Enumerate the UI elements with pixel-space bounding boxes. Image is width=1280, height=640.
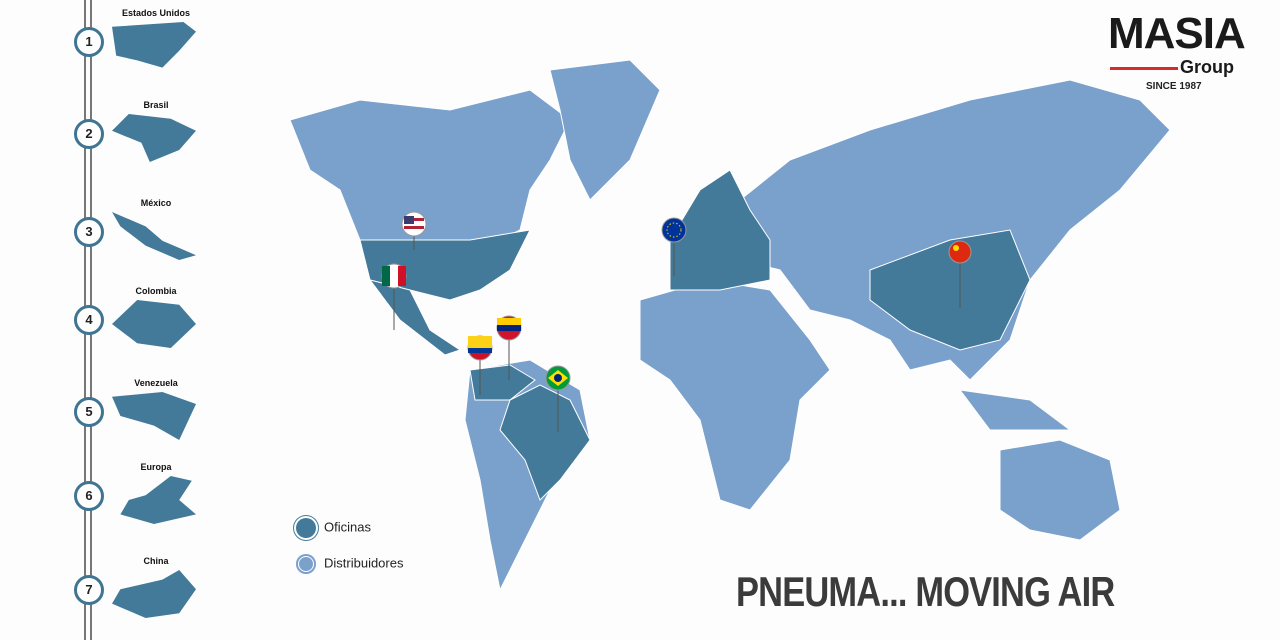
timeline-step-4: 4 bbox=[74, 305, 104, 335]
world-map bbox=[289, 59, 1171, 592]
timeline-step-3: 3 bbox=[74, 217, 104, 247]
country-silhouette bbox=[112, 300, 196, 348]
mexico-pin bbox=[381, 263, 407, 330]
china-pin bbox=[948, 240, 972, 308]
mexico-region bbox=[368, 279, 462, 356]
country-label: Europa bbox=[140, 462, 172, 472]
country-label: Estados Unidos bbox=[121, 8, 190, 18]
timeline-step-2: 2 bbox=[74, 119, 104, 149]
timeline-step-5: 5 bbox=[74, 397, 104, 427]
australia bbox=[999, 439, 1121, 541]
china-region bbox=[869, 229, 1031, 351]
country-label: China bbox=[143, 556, 169, 566]
africa bbox=[639, 279, 831, 511]
logo-name: MASIA bbox=[1108, 9, 1246, 58]
country-silhouette bbox=[112, 22, 196, 68]
country-label: Colombia bbox=[135, 286, 177, 296]
country-silhouette bbox=[112, 114, 196, 162]
brazil-region bbox=[499, 384, 591, 501]
logo-sub: Group bbox=[1180, 57, 1234, 77]
location-pins bbox=[381, 211, 972, 432]
legend-distributors: Distribuidores bbox=[296, 554, 403, 574]
country-label: Venezuela bbox=[134, 378, 178, 388]
colombia-venezuela-region bbox=[469, 364, 536, 401]
country-label: Brasil bbox=[143, 100, 169, 110]
eu-pin bbox=[661, 217, 687, 276]
legend-offices: Oficinas bbox=[296, 518, 371, 538]
eurasia bbox=[739, 79, 1171, 381]
tagline: PNEUMA... MOVING AIR bbox=[736, 568, 1115, 615]
distributors-swatch bbox=[296, 554, 316, 574]
masia-logo: MASIA Group SINCE 1987 bbox=[1108, 12, 1258, 96]
logo-since: SINCE 1987 bbox=[1146, 81, 1202, 92]
southeast-asia bbox=[958, 389, 1072, 431]
timeline-step-7: 7 bbox=[74, 575, 104, 605]
country-label: México bbox=[140, 198, 172, 208]
country-silhouette bbox=[120, 476, 196, 524]
legend-offices-label: Oficinas bbox=[324, 519, 371, 535]
venezuela-pin bbox=[496, 315, 522, 380]
europe-region bbox=[669, 169, 771, 291]
offices-swatch bbox=[296, 518, 316, 538]
timeline-step-1: 1 bbox=[74, 27, 104, 57]
usa-pin bbox=[401, 211, 427, 250]
greenland bbox=[549, 59, 661, 201]
legend-distributors-label: Distribuidores bbox=[324, 555, 404, 571]
country-silhouette bbox=[112, 570, 196, 618]
country-silhouette bbox=[112, 212, 196, 260]
timeline-step-6: 6 bbox=[74, 481, 104, 511]
logo-red-bar bbox=[1110, 67, 1178, 70]
brazil-pin bbox=[545, 365, 571, 432]
country-silhouette bbox=[112, 392, 196, 440]
colombia-pin bbox=[467, 335, 493, 395]
